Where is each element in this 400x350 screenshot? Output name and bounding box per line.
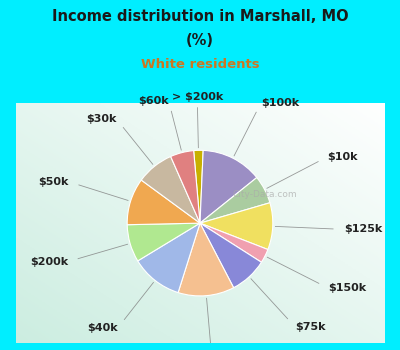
Wedge shape xyxy=(194,150,203,223)
Wedge shape xyxy=(171,150,200,223)
Wedge shape xyxy=(138,223,200,293)
Text: White residents: White residents xyxy=(141,58,259,71)
Text: $150k: $150k xyxy=(328,283,366,293)
Text: $40k: $40k xyxy=(87,323,118,333)
Text: $10k: $10k xyxy=(328,152,358,162)
Text: (%): (%) xyxy=(186,33,214,48)
Text: $60k: $60k xyxy=(138,96,169,106)
Text: Income distribution in Marshall, MO: Income distribution in Marshall, MO xyxy=(52,9,348,24)
Text: $75k: $75k xyxy=(295,322,325,331)
Text: City-Data.com: City-Data.com xyxy=(232,190,297,199)
Wedge shape xyxy=(200,177,270,223)
Text: $50k: $50k xyxy=(38,177,69,187)
Wedge shape xyxy=(200,150,257,223)
Wedge shape xyxy=(127,223,200,261)
Text: $200k: $200k xyxy=(30,257,68,267)
Wedge shape xyxy=(200,203,273,250)
Text: $125k: $125k xyxy=(344,224,382,234)
Wedge shape xyxy=(127,180,200,225)
Text: $30k: $30k xyxy=(86,114,117,124)
Text: > $200k: > $200k xyxy=(172,92,223,102)
Wedge shape xyxy=(200,223,262,288)
Wedge shape xyxy=(200,223,268,262)
Wedge shape xyxy=(141,156,200,223)
Text: $100k: $100k xyxy=(261,98,299,108)
Wedge shape xyxy=(178,223,234,296)
